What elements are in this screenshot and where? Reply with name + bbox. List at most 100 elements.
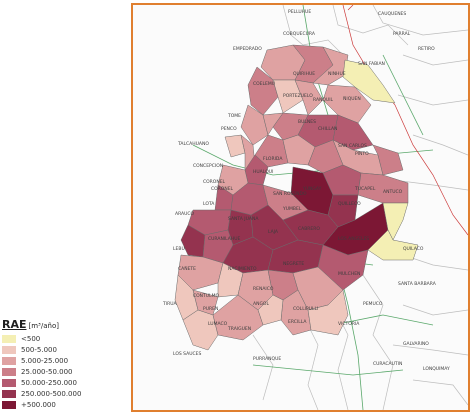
place-label: LOS ANGELES — [338, 236, 369, 242]
legend-swatch — [2, 356, 16, 365]
legend-title: RAE [m³/año] — [2, 318, 130, 333]
place-label: LOTA — [203, 201, 215, 207]
region-lebu — [180, 224, 206, 258]
place-label: SAN CARLOS — [338, 143, 367, 149]
place-label: CONTULMO — [193, 293, 219, 299]
legend-item: 250.000-500.000 — [2, 388, 130, 399]
legend-item: 25.000-50.000 — [2, 366, 130, 377]
place-label: VICTORIA — [338, 321, 360, 327]
region-contulmo — [217, 262, 244, 298]
place-label: YUNGAY — [302, 186, 322, 192]
place-label: CABRERO — [298, 226, 320, 232]
legend-rows: <500 500-5.000 5.000-25.000 25.000-50.000 50… — [2, 333, 130, 410]
place-label: CURANILAHUE — [208, 236, 241, 242]
place-label: PARRAL — [393, 31, 411, 37]
legend-label: 50.000-250.000 — [21, 378, 77, 387]
place-label: QUIRIHUE — [293, 71, 315, 77]
place-label: RENAICO — [253, 286, 274, 292]
legend-swatch — [2, 389, 16, 398]
choropleth-regions — [174, 44, 419, 351]
choropleth-map[interactable]: PELLUHUE CAUQUENES COBQUECURA TALCAHUANO CON… — [133, 5, 468, 410]
place-label: CAÑETE — [178, 265, 196, 272]
legend-swatch — [2, 367, 16, 376]
place-label: COLLIPULLI — [293, 306, 318, 312]
legend-swatch — [2, 378, 16, 387]
place-label: TRAIGUEN — [227, 326, 251, 332]
legend-item: 5.000-25.000 — [2, 355, 130, 366]
legend-title-text: RAE — [2, 318, 27, 331]
place-label: PORTEZUELO — [283, 93, 313, 99]
place-label: HUALQUI — [253, 169, 273, 175]
place-label: CONCEPCION — [193, 163, 223, 169]
place-label: EMPEDRADO — [233, 46, 262, 52]
place-label: LUMACO — [208, 321, 228, 327]
place-label: ARAUCO — [175, 211, 195, 217]
region-tome — [240, 104, 269, 146]
place-label: RETIRO — [418, 46, 435, 52]
map-frame: PELLUHUE CAUQUENES COBQUECURA TALCAHUANO CON… — [131, 3, 470, 412]
place-label: GALVARINO — [403, 341, 429, 347]
legend-swatch — [2, 345, 16, 354]
region-santa-barbara — [382, 202, 409, 241]
place-label: RANQUIL — [313, 97, 334, 103]
region-traiguen — [212, 294, 264, 341]
legend: RAE [m³/año] <500 500-5.000 5.000-25.000 25.… — [2, 318, 130, 413]
place-label: TALCAHUANO — [177, 141, 209, 147]
place-label: QUILACO — [403, 246, 424, 252]
place-label: SANTA BARBARA — [398, 281, 437, 287]
place-label: MULCHEN — [338, 271, 360, 277]
region-ranquil — [294, 79, 324, 116]
place-label: CORONEL — [211, 186, 234, 192]
legend-label: 5.000-25.000 — [21, 356, 69, 365]
place-label: LONQUIMAY — [423, 366, 450, 372]
place-label: BULNES — [298, 119, 316, 125]
place-label: LOS SAUCES — [173, 351, 201, 357]
place-label: TUCAPEL — [354, 186, 376, 192]
place-label: QUILLECO — [338, 201, 361, 207]
region-penco — [262, 112, 284, 136]
place-labels: PELLUHUE CAUQUENES COBQUECURA TALCAHUANO CON… — [162, 9, 450, 372]
place-label: PEMUCO — [363, 301, 383, 307]
place-label: CHILLAN — [318, 126, 337, 132]
legend-item: +500.000 — [2, 399, 130, 410]
legend-swatch — [2, 400, 16, 409]
place-label: PURRANQUE — [253, 356, 281, 362]
place-label: YUMBEL — [282, 206, 302, 212]
place-label: PUREN — [203, 306, 218, 312]
place-label: LEBU — [173, 246, 185, 252]
legend-label: 25.000-50.000 — [21, 367, 73, 376]
place-label: CAUQUENES — [378, 11, 406, 17]
legend-label: +500.000 — [21, 400, 56, 409]
place-label: ERCILLA — [288, 319, 307, 325]
region-portezuelo — [272, 79, 304, 114]
place-label: CORONEL — [203, 179, 226, 185]
legend-swatch — [2, 334, 16, 343]
place-label: TOME — [227, 113, 241, 119]
legend-unit: [m³/año] — [28, 322, 59, 330]
region-san-fabian — [342, 59, 396, 104]
legend-label: 500-5.000 — [21, 345, 57, 354]
place-label: ANGOL — [253, 301, 269, 307]
place-label: PELLUHUE — [288, 9, 311, 15]
place-label: PINTO — [355, 151, 369, 157]
place-label: SAN ROSENDO — [273, 191, 307, 197]
legend-item: <500 — [2, 333, 130, 344]
place-label: TIRUA — [162, 301, 177, 307]
place-label: LAJA — [268, 229, 279, 235]
legend-item: 50.000-250.000 — [2, 377, 130, 388]
place-label: ÑIQUEN — [343, 95, 361, 102]
region-pemuco — [307, 139, 344, 174]
place-label: NINHUE — [328, 71, 346, 77]
region-victoria — [307, 289, 349, 336]
place-label: ANTUCO — [383, 189, 403, 195]
region-coihueco — [372, 144, 404, 176]
region-florida — [254, 134, 289, 168]
place-label: FLORIDA — [263, 156, 283, 162]
place-label: COELEMU — [253, 81, 275, 87]
place-label: COBQUECURA — [283, 31, 316, 37]
place-label: CURACAUTIN — [373, 361, 402, 367]
place-label: NEGRETE — [283, 261, 304, 267]
place-label: SAN FABIAN — [358, 61, 385, 67]
place-label: NACIMIENTO — [228, 266, 257, 272]
legend-label: 250.000-500.000 — [21, 389, 82, 398]
